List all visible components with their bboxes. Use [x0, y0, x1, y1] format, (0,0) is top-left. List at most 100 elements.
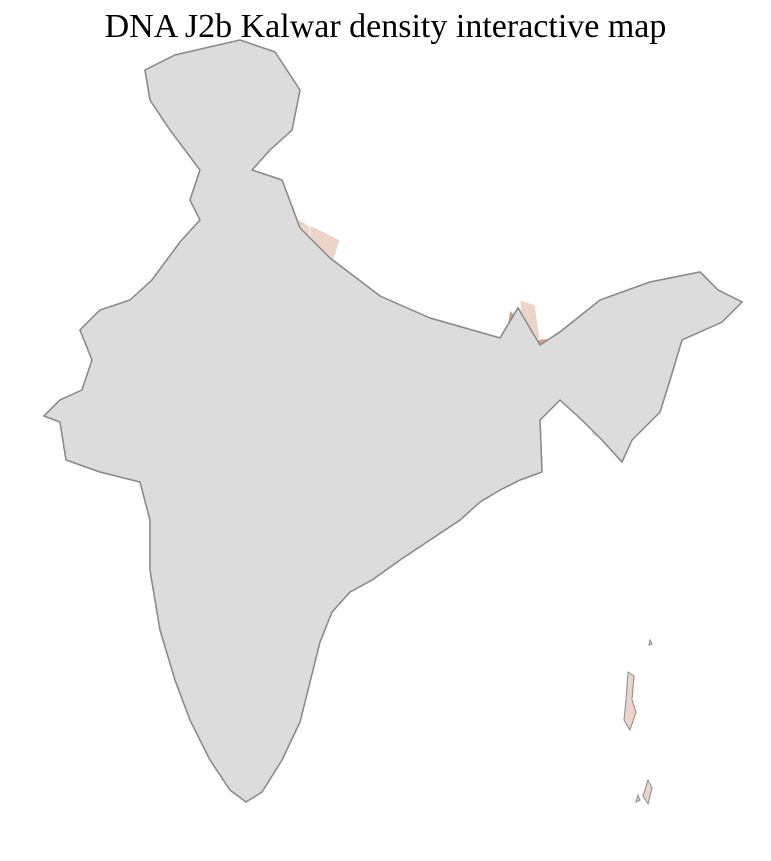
district-border [723, 678, 742, 694]
district-border [379, 49, 401, 69]
district-border [422, 661, 442, 684]
district-border [486, 791, 511, 802]
district-border [681, 772, 704, 790]
district-border [639, 542, 650, 557]
district-border [526, 159, 539, 174]
district-border [568, 49, 579, 66]
district-border [400, 277, 422, 294]
district-border [327, 130, 342, 145]
district-border [374, 108, 389, 129]
district-border [659, 171, 679, 188]
district-border [134, 613, 160, 626]
district-border [397, 40, 419, 51]
district-border [44, 42, 55, 58]
district-border [657, 608, 669, 622]
district-border [641, 701, 654, 720]
district-border [641, 765, 654, 774]
district-border [510, 614, 535, 631]
district-border [441, 797, 459, 802]
district-border [377, 62, 397, 82]
district-border [421, 751, 439, 761]
district-border [576, 110, 595, 124]
district-border [93, 550, 105, 561]
district-border [508, 635, 532, 652]
district-border [570, 724, 588, 742]
district-border [590, 663, 610, 679]
district-border [115, 58, 135, 68]
district-border [570, 596, 580, 610]
district-border [531, 216, 547, 236]
district-border [731, 568, 742, 586]
district-border [526, 768, 548, 787]
district-border [44, 128, 62, 144]
district-border [482, 504, 498, 518]
district-border [106, 134, 121, 160]
district-border [656, 247, 672, 264]
district-border [154, 682, 168, 693]
district-border [128, 149, 142, 170]
district-border [724, 639, 737, 649]
district-border [108, 569, 123, 582]
district-border [481, 219, 499, 231]
district-border [261, 791, 278, 802]
district-border [110, 679, 126, 695]
district-border [65, 173, 83, 190]
district-border [129, 221, 149, 236]
island[interactable] [642, 778, 653, 806]
district-border [615, 617, 625, 631]
island[interactable] [648, 638, 653, 646]
district-border [91, 658, 109, 674]
district-border [439, 704, 461, 725]
district-border [466, 744, 483, 760]
district-border [575, 745, 592, 766]
district-border [92, 533, 107, 544]
district-border [599, 792, 622, 802]
district-border [482, 124, 508, 144]
district-border [593, 258, 611, 274]
district-border [643, 127, 662, 144]
district-border [85, 724, 102, 741]
district-border [752, 441, 762, 449]
district-border [686, 596, 699, 608]
district-border [482, 682, 501, 705]
district-border [84, 195, 97, 210]
island[interactable] [635, 793, 641, 803]
district-border [49, 262, 64, 282]
district-border [417, 791, 433, 802]
district-border [528, 702, 538, 726]
district-border [662, 481, 674, 495]
island[interactable] [623, 671, 637, 732]
district-border [137, 203, 150, 217]
district-border [658, 747, 670, 770]
district-border [113, 794, 125, 802]
district-border [128, 652, 144, 663]
district-border [747, 533, 770, 550]
district-border [596, 246, 618, 267]
district-border [85, 746, 100, 766]
district-border [67, 325, 78, 346]
district-border [487, 200, 498, 215]
district-border [46, 444, 58, 457]
district-border [643, 84, 663, 98]
district-border [63, 152, 83, 164]
district-border [437, 66, 459, 82]
district-border [747, 203, 763, 220]
district-border [198, 789, 211, 802]
district-border [728, 550, 742, 567]
district-border [680, 435, 693, 448]
district-border [44, 311, 66, 335]
district-border [66, 660, 86, 680]
district-border [751, 546, 771, 565]
district-border [44, 615, 60, 633]
district-border [44, 553, 54, 576]
district-border [44, 480, 57, 493]
district-border [400, 679, 420, 688]
district-border [397, 178, 418, 191]
district-border [591, 549, 606, 560]
district-border [596, 41, 615, 58]
district-border [635, 595, 648, 612]
district-border [371, 123, 391, 142]
district-border [619, 194, 629, 213]
district-border [754, 152, 765, 170]
